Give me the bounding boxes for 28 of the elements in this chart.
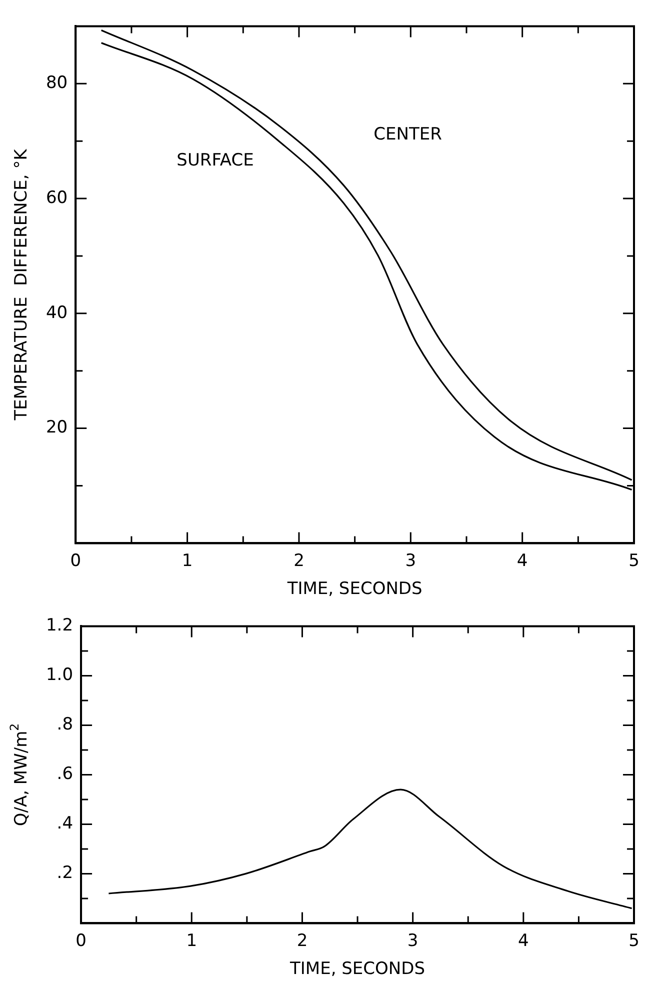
x-tick-label: 3 bbox=[407, 930, 418, 951]
y-tick-label: .4 bbox=[56, 814, 74, 834]
x-axis-title: TIME, SECONDS bbox=[289, 959, 426, 980]
y-tick-label: 80 bbox=[46, 73, 68, 94]
y-tick-label: .6 bbox=[56, 764, 74, 784]
y-tick-label: 1.0 bbox=[46, 665, 74, 686]
y-tick-label: .8 bbox=[56, 714, 74, 735]
y-tick-label: 20 bbox=[46, 418, 68, 438]
series-label: SURFACE bbox=[176, 150, 254, 171]
x-tick-label: 2 bbox=[294, 550, 304, 571]
y-tick-label: 1.2 bbox=[46, 616, 74, 636]
y-tick-label: 40 bbox=[46, 302, 68, 323]
text: CENTER bbox=[374, 124, 442, 145]
x-tick-label: 1 bbox=[182, 550, 193, 571]
x-tick-label: 3 bbox=[405, 550, 416, 571]
y-axis-title: TEMPERATURE DIFFERENCE, °K bbox=[11, 148, 32, 422]
y-axis-title: Q/A, MW/m2 bbox=[7, 723, 32, 826]
x-tick-label: 4 bbox=[516, 550, 528, 571]
x-axis-title: TIME, SECONDS bbox=[286, 579, 422, 600]
y-tick-label: .2 bbox=[56, 863, 74, 884]
x-tick-label: 4 bbox=[518, 930, 529, 951]
x-tick-label: 5 bbox=[628, 930, 640, 951]
y-tick-label: 60 bbox=[46, 188, 68, 208]
x-tick-label: 1 bbox=[186, 930, 198, 951]
x-tick-label: 0 bbox=[70, 550, 82, 571]
x-tick-label: 2 bbox=[296, 930, 308, 951]
x-tick-label: 5 bbox=[628, 550, 640, 571]
x-tick-label: 0 bbox=[76, 930, 86, 951]
